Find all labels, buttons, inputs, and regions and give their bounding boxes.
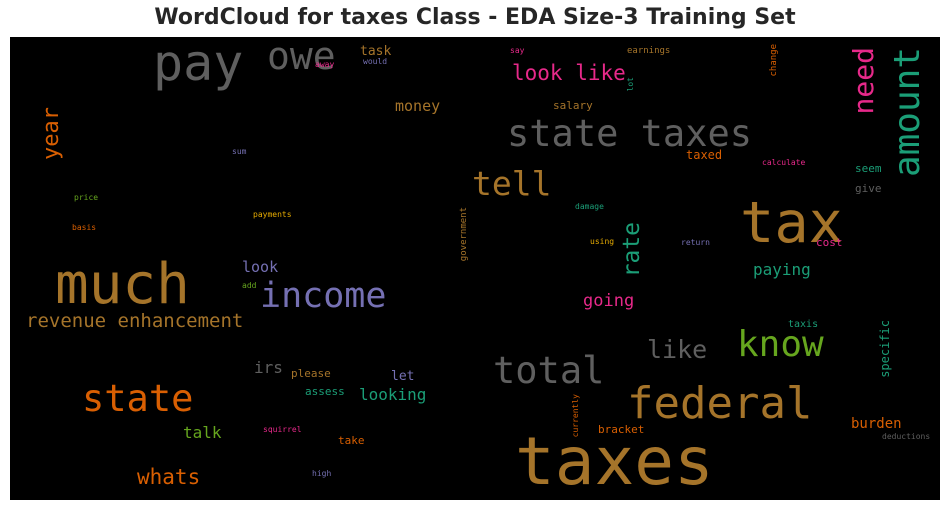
cloud-word: looking [359,385,427,404]
cloud-word: change [769,44,779,77]
cloud-word: paying [753,260,811,279]
cloud-word: state [82,377,194,420]
cloud-word: talk [183,423,222,442]
cloud-word: basis [72,223,97,232]
cloud-word: federal [627,378,813,429]
cloud-word: much [55,252,190,317]
cloud-word: sum [232,147,247,156]
cloud-word: using [590,237,615,246]
cloud-word: deductions [882,432,931,441]
cloud-word: like [647,335,708,364]
cloud-word: take [338,434,365,447]
cloud-word: taxed [686,148,723,162]
cloud-word: burden [851,416,902,432]
cloud-word: calculate [762,158,806,167]
cloud-word: know [737,324,824,365]
cloud-word: seem [855,162,882,175]
cloud-word: whats [137,465,201,489]
cloud-word: away [315,60,335,69]
cloud-word: assess [305,385,345,398]
cloud-word: damage [575,202,604,211]
cloud-word: going [583,291,635,311]
cloud-word: payments [253,210,292,219]
cloud-word: let [391,369,415,384]
cloud-word: earnings [627,46,671,56]
cloud-word: return [681,238,710,247]
cloud-word: say [510,46,525,55]
cloud-word: year [39,107,64,160]
cloud-word: income [260,276,387,316]
cloud-word: state taxes [507,112,753,155]
cloud-word: revenue enhancement [26,310,244,332]
cloud-word: government [459,207,469,262]
cloud-word: taxis [788,319,819,330]
cloud-word: lot [626,77,635,92]
cloud-word: squirrel [263,425,302,434]
cloud-word: look like [512,61,626,85]
cloud-word: high [312,469,332,478]
cloud-word: would [363,57,388,66]
cloud-word: amount [887,47,928,178]
cloud-word: tell [472,164,552,203]
word-cloud-panel: taxes tax much pay state taxes federal amount o… [10,37,940,500]
cloud-word: salary [553,99,593,112]
cloud-word: owe [267,37,336,78]
cloud-word: task [360,44,392,59]
cloud-word: total [493,349,605,392]
cloud-word: tax [740,190,843,256]
chart-title: WordCloud for taxes Class - EDA Size-3 T… [154,5,796,30]
cloud-word: look [242,258,279,276]
cloud-word: pay [153,37,244,92]
cloud-word: price [74,193,99,202]
cloud-word: irs [254,358,283,377]
cloud-word: cost [816,236,843,249]
cloud-word: rate [619,222,645,278]
cloud-word: currently [571,394,580,438]
cloud-word: specific [878,320,892,378]
cloud-word: add [242,281,257,290]
cloud-word: money [395,97,441,115]
cloud-word: bracket [598,423,645,436]
cloud-word: need [847,47,880,115]
cloud-word: give [855,182,882,195]
cloud-word: please [291,367,331,380]
cloud-word: taxes [515,423,714,500]
